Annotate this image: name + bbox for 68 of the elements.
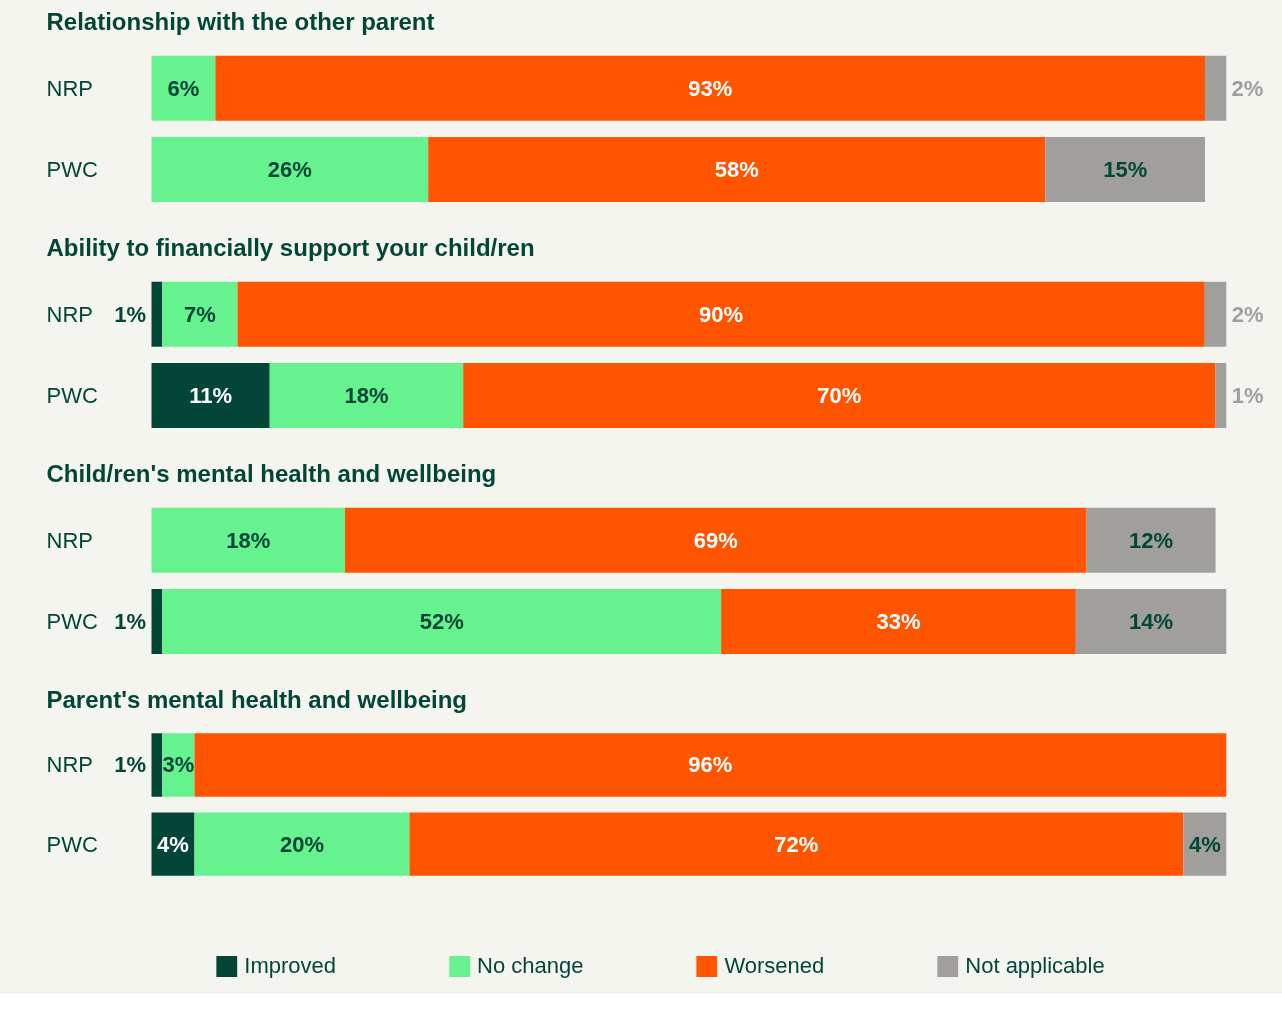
bar <box>151 589 163 655</box>
y-tick-label: NRP <box>46 527 93 553</box>
y-tick-label: PWC <box>46 157 98 183</box>
bar <box>194 812 410 876</box>
bar <box>1075 589 1227 655</box>
legend-label: Improved <box>244 953 336 979</box>
bar <box>162 589 722 655</box>
data-label: 2% <box>1231 75 1264 101</box>
bar <box>151 733 163 797</box>
data-label: 70% <box>817 383 862 409</box>
data-label: 1% <box>1231 383 1264 409</box>
data-label: 96% <box>688 752 733 778</box>
bar <box>409 812 1184 876</box>
bar <box>1086 507 1216 573</box>
bar <box>151 281 163 347</box>
data-label: 4% <box>157 831 189 857</box>
data-label: 11% <box>189 383 233 409</box>
data-label: 72% <box>774 831 819 857</box>
data-label: 18% <box>226 527 271 553</box>
data-label: 18% <box>344 383 389 409</box>
y-tick-label: PWC <box>46 831 98 857</box>
y-tick-label: PWC <box>46 383 98 409</box>
data-label: 4% <box>1188 831 1221 857</box>
legend-label: Not applicable <box>965 953 1105 979</box>
bar <box>1204 281 1227 347</box>
data-label: 1% <box>114 301 147 327</box>
chart-title: Ability to financially support your child/ren <box>46 233 535 261</box>
y-tick-label: NRP <box>46 752 93 778</box>
chart-title: Relationship with the other parent <box>46 7 435 35</box>
y-tick-label: NRP <box>46 75 93 101</box>
data-label: 1% <box>114 609 147 635</box>
data-label: 14% <box>1129 609 1174 635</box>
bar <box>1205 55 1227 121</box>
bar <box>151 507 345 573</box>
data-label: 52% <box>419 609 464 635</box>
data-label: 12% <box>1129 527 1174 553</box>
data-label: 2% <box>1231 301 1264 327</box>
data-label: 93% <box>688 75 733 101</box>
chart-title: Parent's mental health and wellbeing <box>46 685 467 713</box>
bar <box>344 507 1087 573</box>
data-label: 33% <box>876 609 921 635</box>
data-label: 15% <box>1103 157 1148 183</box>
data-label: 58% <box>714 157 759 183</box>
data-label: 90% <box>699 301 744 327</box>
bar <box>269 363 464 429</box>
data-label: 26% <box>267 157 312 183</box>
y-tick-label: NRP <box>46 301 93 327</box>
chart-title: Child/ren's mental health and wellbeing <box>46 459 497 487</box>
bar <box>721 589 1076 655</box>
bar <box>162 281 238 347</box>
legend-label: Worsened <box>724 953 825 979</box>
data-label: 20% <box>279 831 325 857</box>
bar <box>151 55 216 121</box>
bar <box>428 137 1046 203</box>
bar <box>151 363 270 429</box>
legend-label: No change <box>476 953 584 979</box>
data-label: 1% <box>114 752 147 778</box>
bar <box>194 733 1227 797</box>
data-label: 7% <box>183 301 216 327</box>
bar <box>1215 363 1227 429</box>
data-label: 69% <box>693 527 738 553</box>
bar <box>1045 137 1205 203</box>
data-label: 3% <box>162 752 195 778</box>
bar <box>151 137 429 203</box>
data-label: 6% <box>167 75 200 101</box>
bar <box>1183 812 1227 876</box>
y-tick-label: PWC <box>46 609 98 635</box>
bar <box>463 363 1216 429</box>
